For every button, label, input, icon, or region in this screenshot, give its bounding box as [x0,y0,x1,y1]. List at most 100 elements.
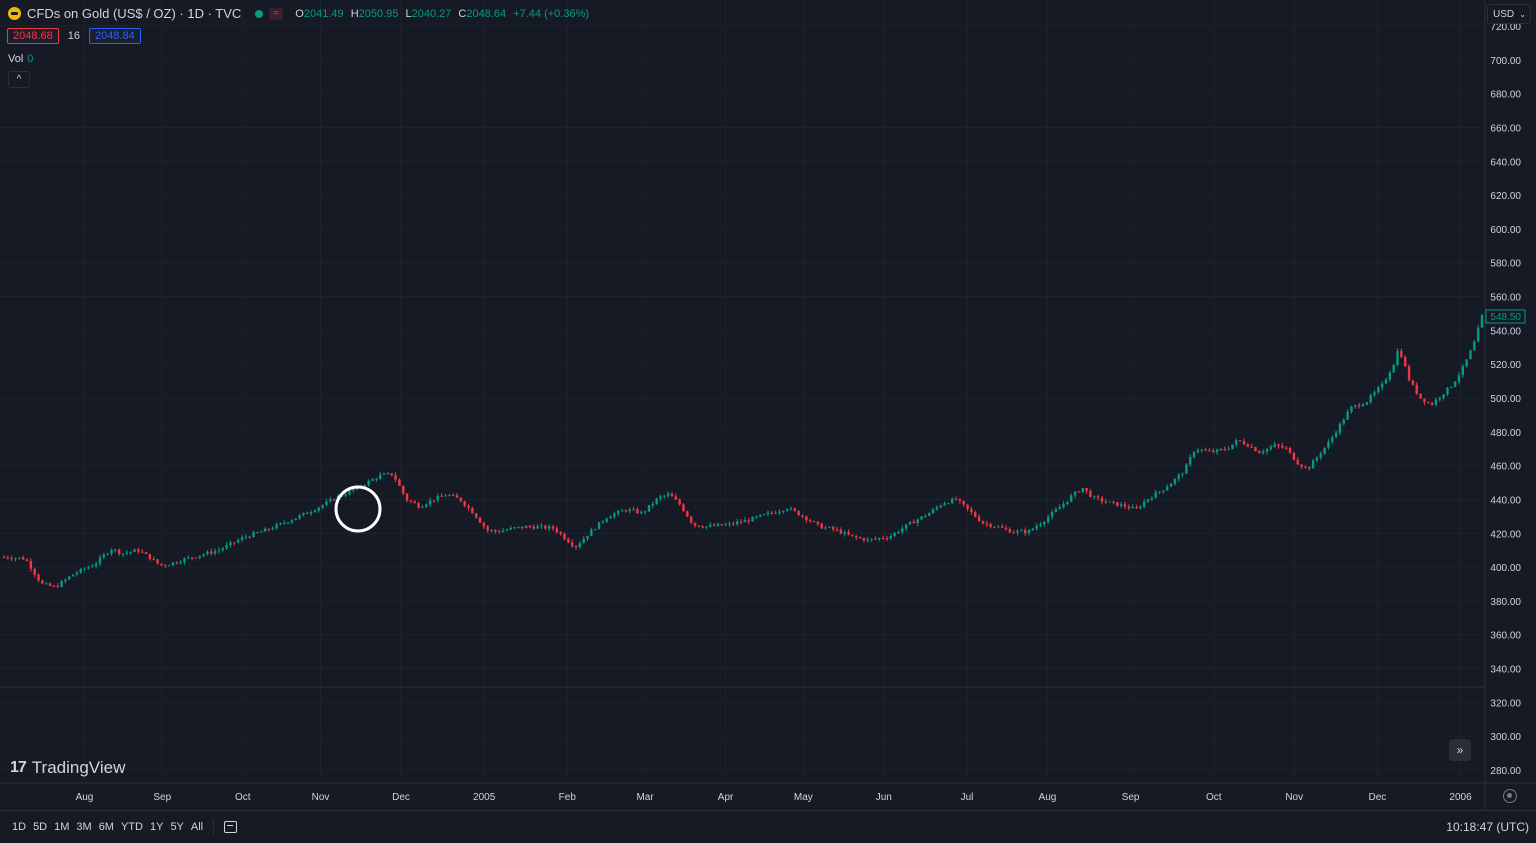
candle-body [125,552,129,554]
y-tick-label: 280.00 [1490,766,1521,777]
gear-icon[interactable] [1503,789,1517,803]
candle-body [440,495,443,497]
candle-body [747,520,750,522]
candle-body [474,513,478,518]
candle-body [332,499,336,501]
candle-body [244,536,248,538]
candle-body [1465,359,1468,367]
candle-body [762,514,766,516]
currency-select[interactable]: USD ⌄ [1487,4,1531,24]
candle-body [379,474,382,479]
low-label: L [405,7,412,20]
candle-body [855,535,858,538]
candle-body [129,551,132,553]
range-1m[interactable]: 1M [54,821,70,833]
candle-body [682,504,685,512]
tradingview-logo[interactable]: 17 TradingView [10,758,125,778]
range-all[interactable]: All [190,821,204,833]
candle-body [1012,532,1015,534]
candle-body [1300,464,1303,467]
scroll-to-realtime-button[interactable]: » [1449,739,1471,761]
range-1y[interactable]: 1Y [149,821,164,833]
candle-body [1311,460,1315,469]
candle-body [835,529,839,531]
candle-body [1292,452,1296,461]
candle-body [371,479,374,481]
candle-body [1304,466,1307,468]
gold-symbol-icon [8,7,21,20]
currency-label: USD [1493,9,1515,20]
candle-body [1285,447,1288,449]
range-5y[interactable]: 5Y [170,821,184,833]
candle-body [1154,492,1157,499]
candle-body [544,525,547,529]
candle-body [640,511,643,514]
candle-body [21,557,25,560]
candle-body [878,537,881,539]
candle-body [1350,406,1353,412]
candle-body [179,562,182,564]
candle-body [540,525,543,527]
candle-body [958,499,962,501]
range-6m[interactable]: 6M [98,821,114,833]
candle-body [240,537,244,541]
candle-body [839,529,843,534]
candle-body [517,526,520,528]
candle-body [774,512,777,514]
spread-value: 16 [67,30,81,42]
candle-body [229,542,232,546]
candle-body [190,557,194,559]
candle-body [148,553,152,560]
candle-body [720,524,724,526]
candle-body [1427,402,1430,404]
candle-body [1119,504,1123,507]
candle-body [947,503,950,505]
candle-body [302,512,305,516]
y-tick-label: 640.00 [1490,157,1521,168]
candle-body [1361,404,1365,407]
range-5d[interactable]: 5D [33,821,48,833]
range-1d[interactable]: 1D [12,821,27,833]
candle-body [1212,450,1215,453]
candle-body [1346,411,1349,420]
candle-body [171,562,175,566]
candle-body [1073,491,1077,496]
candle-body [87,567,90,569]
candle-body [117,549,121,555]
candle-body [1246,444,1250,447]
candle-body [697,525,701,527]
candle-body [417,503,420,508]
candle-body [448,494,451,496]
ask-button[interactable]: 2048.84 [89,28,141,44]
symbol-title[interactable]: CFDs on Gold (US$ / OZ) · 1D · TVC [27,6,242,21]
candle-body [164,565,167,567]
candle-body [567,539,570,543]
candle-body [1043,521,1046,525]
collapse-legend-button[interactable]: ^ [8,71,30,88]
candle-body [1400,350,1403,358]
candle-body [1296,460,1299,465]
candle-body [263,528,267,532]
range-3m[interactable]: 3M [76,821,92,833]
x-tick-label: Oct [235,792,251,803]
candle-body [724,524,727,526]
candle-body [709,524,712,527]
range-ytd[interactable]: YTD [120,821,143,833]
highlight-circle [334,485,382,533]
y-tick-label: 300.00 [1490,732,1521,743]
candle-body [578,543,582,548]
utc-clock[interactable]: 10:18:47 (UTC) [1446,820,1529,834]
calendar-icon[interactable] [224,821,238,833]
candle-body [820,523,823,529]
candle-body [1261,451,1265,454]
candle-body [1173,478,1177,484]
bid-button[interactable]: 2048.68 [7,28,59,44]
candle-body [1058,507,1061,510]
candle-body [402,485,405,494]
candle-body [344,494,347,496]
candle-body [636,509,639,514]
candle-body [279,522,282,525]
candle-body [1070,495,1073,502]
candle-body [1388,372,1392,380]
